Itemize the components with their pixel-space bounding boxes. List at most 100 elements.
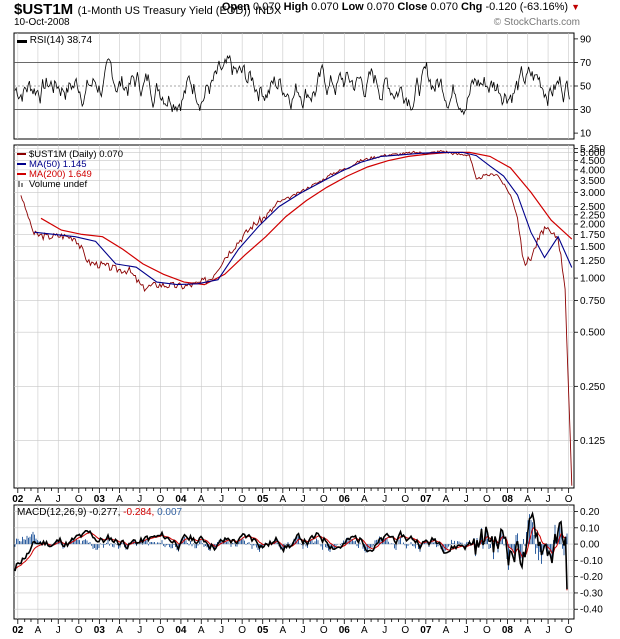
x-tick-label: J <box>56 494 61 505</box>
x-tick-label: J <box>219 625 224 636</box>
x-tick-label: A <box>35 494 42 505</box>
x-tick-label: O <box>401 494 409 505</box>
x-tick-label: O <box>401 625 409 636</box>
x-tick-label: O <box>565 494 573 505</box>
x-tick-label: A <box>361 494 368 505</box>
volume-bars-icon <box>18 181 20 187</box>
close-label: Close <box>397 1 428 13</box>
macd-axis-ticks: -0.40 -0.30 -0.20 -0.10 0.00 0.10 0.20 <box>574 507 603 616</box>
macd-line <box>14 510 568 590</box>
x-tick-label: 02 <box>12 625 24 636</box>
ma200-line <box>40 151 573 286</box>
chg-value: -0.120 (-63.16%) <box>485 1 569 13</box>
x-tick-label: 02 <box>12 494 24 505</box>
low-label: Low <box>341 1 364 13</box>
x-tick-label: 08 <box>502 625 514 636</box>
x-tick-label: O <box>156 625 164 636</box>
macd-tick-label: -0.10 <box>580 556 603 567</box>
price-gridlines <box>14 145 574 488</box>
x-tick-label: J <box>464 494 469 505</box>
price-tick-label: 1.750 <box>580 230 605 241</box>
price-tick-label: 5.000 <box>580 148 605 159</box>
x-tick-label: A <box>198 494 205 505</box>
rsi-tick-label: 30 <box>580 105 592 116</box>
x-tick-label: J <box>546 625 551 636</box>
x-tick-label: J <box>137 625 142 636</box>
x-tick-label: O <box>75 625 83 636</box>
price-tick-label: 2.250 <box>580 210 605 221</box>
macd-tick-label: -0.20 <box>580 572 603 583</box>
chart-header: $UST1M (1-Month US Treasury Yield (EOD))… <box>14 1 580 19</box>
price-tick-label: 1.000 <box>580 274 605 285</box>
ticker-symbol: $UST1M <box>14 1 74 18</box>
x-tick-label: A <box>443 494 450 505</box>
rsi-tick-label: 10 <box>580 129 592 140</box>
macd-tick-label: -0.30 <box>580 588 603 599</box>
rsi-panel: 10 30 50 70 90 ▬ RSI(14) 38.74 <box>13 32 592 140</box>
price-line <box>20 149 573 486</box>
x-tick-label: A <box>116 494 123 505</box>
quote-summary: Open 0.070 High 0.070 Low 0.070 Close 0.… <box>222 1 580 13</box>
legend-entry: MA(50) 1.145 <box>29 159 87 170</box>
rsi-reference-lines <box>14 62 574 110</box>
legend-entry: MA(200) 1.649 <box>29 169 92 180</box>
down-arrow-icon: ▼ <box>571 2 580 12</box>
x-tick-label: J <box>301 494 306 505</box>
x-tick-label: O <box>483 625 491 636</box>
legend-entry: $UST1M (Daily) 0.070 <box>29 149 123 160</box>
x-tick-label: 05 <box>257 625 269 636</box>
volume-bars-icon <box>21 183 23 187</box>
macd-tick-label: 0.00 <box>580 540 600 551</box>
x-tick-label: J <box>382 625 387 636</box>
rsi-tick-label: 50 <box>580 82 592 93</box>
security-name: (1-Month US Treasury Yield (EOD)) <box>77 5 251 17</box>
x-tick-label: J <box>137 494 142 505</box>
price-tick-label: 0.500 <box>580 328 605 339</box>
exchange-label: INDX <box>255 5 282 17</box>
x-tick-label: 07 <box>420 494 432 505</box>
x-tick-label: O <box>238 625 246 636</box>
x-tick-label: 07 <box>420 625 432 636</box>
macd-label: MACD(12,26,9) -0.277, -0.284, 0.007 <box>17 507 183 518</box>
x-tick-label: A <box>443 625 450 636</box>
x-tick-label: J <box>219 494 224 505</box>
x-tick-label: 04 <box>175 494 187 505</box>
price-tick-label: 3.000 <box>580 188 605 199</box>
x-tick-label: O <box>565 625 573 636</box>
x-tick-label: J <box>464 625 469 636</box>
x-tick-label: A <box>524 625 531 636</box>
x-tick-label: 03 <box>94 494 106 505</box>
chart-date: 10-Oct-2008 <box>14 17 70 28</box>
macd-frame <box>13 504 575 620</box>
x-axis-top: 02 A J O 03 A J O 04 A J O 05 A J O 06 A J O 07 A J O 08 A J O <box>12 488 573 505</box>
price-tick-label: 1.250 <box>580 256 605 267</box>
x-tick-label: 03 <box>94 625 106 636</box>
open-value: 0.070 <box>253 1 281 13</box>
close-value: 0.070 <box>430 1 458 13</box>
rsi-label: ▬ RSI(14) 38.74 <box>17 35 92 46</box>
x-tick-label: O <box>320 494 328 505</box>
price-tick-label: 1.500 <box>580 242 605 253</box>
macd-tick-label: 0.10 <box>580 523 600 534</box>
price-tick-label: 3.500 <box>580 176 605 187</box>
x-tick-label: O <box>483 494 491 505</box>
x-tick-label: 04 <box>175 625 187 636</box>
price-tick-label: 2.500 <box>580 202 605 213</box>
high-value: 0.070 <box>311 1 339 13</box>
open-label: Open <box>221 1 250 13</box>
x-tick-label: A <box>116 625 123 636</box>
x-tick-label: A <box>361 625 368 636</box>
chart-subheader: 10-Oct-2008 © StockCharts.com <box>14 17 580 31</box>
x-axis-bottom: 02 A J O 03 A J O 04 A J O 05 A J O 06 A J O 07 A J O 08 A J O <box>12 619 573 636</box>
x-tick-label: A <box>198 625 205 636</box>
x-tick-label: O <box>238 494 246 505</box>
price-tick-label: 0.125 <box>580 436 605 447</box>
x-tick-label: J <box>382 494 387 505</box>
price-axis-ticks: 0.125 0.250 0.500 0.750 1.000 1.250 1.5001.750… <box>574 144 605 447</box>
high-label: High <box>283 1 309 13</box>
x-tick-label: A <box>524 494 531 505</box>
price-frame <box>13 144 575 489</box>
x-tick-label: J <box>301 625 306 636</box>
